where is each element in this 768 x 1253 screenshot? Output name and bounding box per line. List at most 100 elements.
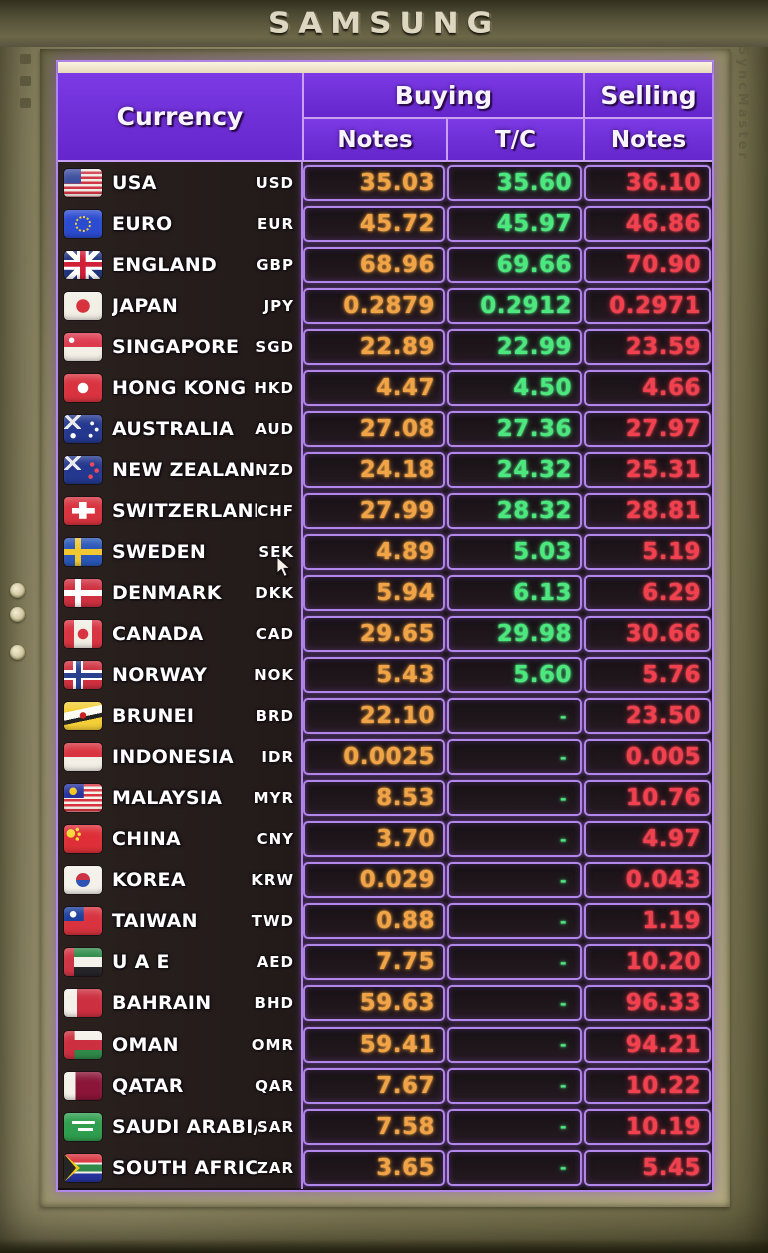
currency-cell: CANADA CAD [58, 613, 302, 655]
currency-cell: BRUNEI BRD [58, 695, 302, 737]
buying-notes-value: 59.41 [303, 1026, 445, 1063]
currency-code: SAR [257, 1117, 294, 1136]
table-row: INDONESIA IDR 0.0025 - 0.005 [58, 736, 712, 778]
buying-notes-value: 0.0025 [303, 739, 445, 776]
buying-tc-value: 45.97 [447, 205, 582, 242]
currency-cell: MALAYSIA MYR [58, 777, 302, 819]
currency-code: HKD [254, 378, 294, 397]
bezel-label-marks-icon [20, 54, 31, 108]
currency-code: NOK [254, 666, 294, 685]
buying-notes-value: 5.43 [303, 657, 445, 694]
currency-code: DKK [255, 583, 294, 602]
currency-code: MYR [253, 789, 294, 808]
country-label: HONG KONG [112, 376, 247, 399]
flag-idr-icon [64, 743, 102, 772]
buying-tc-value: 35.60 [447, 164, 582, 201]
buying-tc-value: - [447, 1067, 582, 1104]
table-row: SWEDEN SEK 4.89 5.03 5.19 [58, 531, 712, 573]
currency-cell: DENMARK DKK [58, 572, 302, 614]
currency-cell: CHINA CNY [58, 818, 302, 860]
table-row: SWITZERLANI CHF 27.99 28.32 28.81 [58, 490, 712, 532]
country-label: DENMARK [112, 581, 222, 604]
table-row: JAPAN JPY 0.2879 0.2912 0.2971 [58, 285, 712, 327]
buying-tc-value: 22.99 [447, 328, 582, 365]
currency-code: TWD [251, 912, 294, 931]
buying-notes-value: 7.67 [303, 1067, 445, 1104]
currency-code: CHF [257, 501, 294, 520]
bezel-button[interactable] [10, 583, 25, 598]
table-row: BRUNEI BRD 22.10 - 23.50 [58, 695, 712, 737]
country-label: JAPAN [112, 294, 179, 317]
flag-brd-icon [64, 702, 102, 731]
selling-notes-value: 10.22 [584, 1067, 711, 1104]
header-buying-tc: T/C [448, 119, 583, 160]
flag-cad-icon [64, 620, 102, 649]
selling-notes-value: 70.90 [584, 246, 711, 283]
table-row: OMAN OMR 59.41 - 94.21 [58, 1023, 712, 1066]
selling-notes-value: 6.29 [584, 574, 711, 611]
samsung-logo: SAMSUNG [267, 6, 501, 41]
selling-notes-value: 10.76 [584, 780, 711, 817]
buying-tc-value: 28.32 [447, 492, 582, 529]
currency-code: SEK [258, 542, 294, 561]
selling-notes-value: 5.76 [584, 657, 711, 694]
bezel-button[interactable] [10, 607, 25, 622]
mouse-cursor [276, 556, 291, 578]
selling-notes-value: 25.31 [584, 451, 711, 488]
country-label: SINGAPORE [112, 335, 240, 358]
table-row: MALAYSIA MYR 8.53 - 10.76 [58, 777, 712, 819]
currency-code: CAD [255, 625, 294, 644]
selling-notes-value: 4.97 [584, 821, 711, 858]
flag-aud-icon [64, 414, 102, 443]
selling-notes-value: 0.2971 [584, 287, 711, 324]
currency-code: KRW [251, 871, 294, 890]
table-row: SAUDI ARABI/ SAR 7.58 - 10.19 [58, 1106, 712, 1148]
currency-cell: TAIWAN TWD [58, 900, 302, 942]
buying-notes-value: 4.47 [303, 369, 445, 406]
buying-tc-value: 29.98 [447, 616, 582, 653]
flag-bhd-icon [64, 989, 102, 1018]
table-row: CANADA CAD 29.65 29.98 30.66 [58, 613, 712, 655]
table-row: ENGLAND GBP 68.96 69.66 70.90 [58, 244, 712, 286]
selling-notes-value: 27.97 [584, 410, 711, 447]
flag-myr-icon [64, 784, 102, 813]
currency-code: SGD [255, 337, 294, 356]
buying-tc-value: - [447, 1149, 582, 1186]
buying-notes-value: 7.75 [303, 944, 445, 981]
buying-tc-value: 69.66 [447, 246, 582, 283]
currency-cell: JAPAN JPY [58, 285, 302, 327]
buying-notes-value: 0.2879 [303, 287, 445, 324]
table-row: KOREA KRW 0.029 - 0.043 [58, 859, 712, 901]
buying-notes-value: 0.88 [303, 903, 445, 940]
flag-sar-icon [64, 1112, 102, 1141]
currency-code: QAR [255, 1076, 294, 1095]
table-row: QATAR QAR 7.67 - 10.22 [58, 1065, 712, 1107]
currency-cell: KOREA KRW [58, 859, 302, 901]
table-header: Currency Buying Selling Notes T/C Notes [58, 73, 712, 162]
flag-krw-icon [64, 866, 102, 895]
flag-cny-icon [64, 825, 102, 854]
currency-code: JPY [263, 296, 294, 315]
buying-notes-value: 3.65 [303, 1149, 445, 1186]
bezel-button[interactable] [10, 645, 25, 660]
column-divider [301, 162, 303, 1189]
flag-usa-icon [64, 168, 102, 197]
currency-cell: SWITZERLANI CHF [58, 490, 302, 532]
currency-code: NZD [255, 460, 294, 479]
buying-tc-value: 5.60 [447, 657, 582, 694]
table-row: CHINA CNY 3.70 - 4.97 [58, 818, 712, 860]
selling-notes-value: 1.19 [584, 903, 711, 940]
selling-notes-value: 5.19 [584, 533, 711, 570]
country-label: OMAN [112, 1033, 179, 1056]
currency-code: EUR [257, 214, 294, 233]
flag-omr-icon [64, 1030, 102, 1059]
currency-code: OMR [251, 1035, 294, 1054]
country-label: MALAYSIA [112, 787, 223, 810]
buying-tc-value: - [447, 821, 582, 858]
country-label: INDONESIA [112, 746, 234, 769]
buying-tc-value: 4.50 [447, 369, 582, 406]
selling-notes-value: 10.19 [584, 1108, 711, 1145]
selling-notes-value: 10.20 [584, 944, 711, 981]
display-screen: Currency Buying Selling Notes T/C Notes … [56, 60, 714, 1192]
